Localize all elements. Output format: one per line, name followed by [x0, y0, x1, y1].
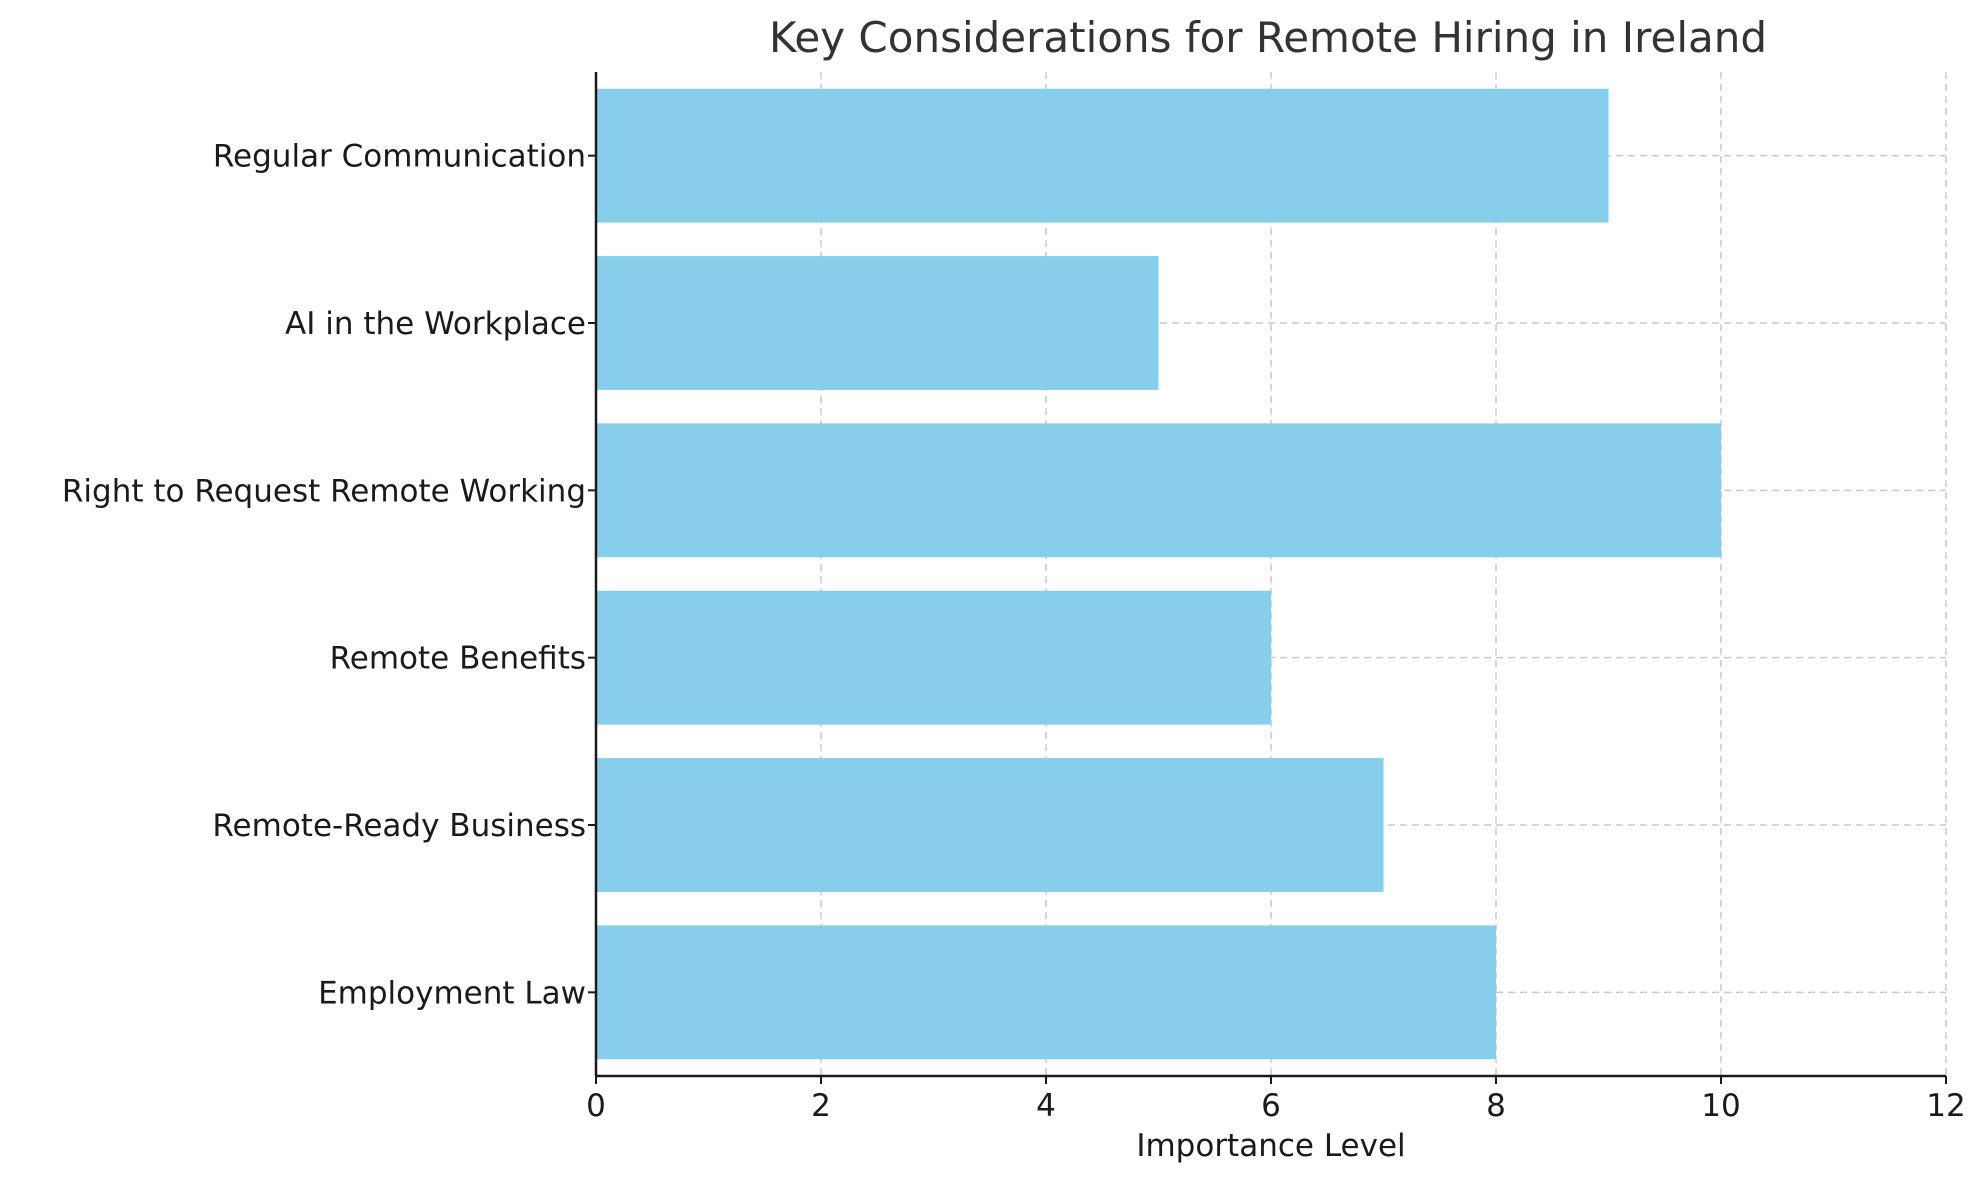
bar	[596, 423, 1721, 558]
bars	[596, 88, 1721, 1060]
x-tick-label: 0	[586, 1088, 606, 1124]
y-tick-label: AI in the Workplace	[285, 306, 586, 342]
x-axis-label: Importance Level	[1136, 1128, 1405, 1164]
x-tick-label: 10	[1701, 1088, 1740, 1124]
y-tick-label: Right to Request Remote Working	[62, 473, 586, 509]
chart-title: Key Considerations for Remote Hiring in …	[769, 13, 1767, 62]
x-tick-label: 12	[1926, 1088, 1965, 1124]
x-tick-label: 6	[1261, 1088, 1281, 1124]
y-axis-ticks: Employment Law Remote-Ready Business Remot…	[62, 139, 596, 1011]
x-axis-ticks: 0 2 4 6 8 10 12	[586, 1076, 1966, 1124]
bar	[596, 256, 1159, 390]
x-tick-label: 2	[811, 1088, 831, 1124]
y-tick-label: Regular Communication	[213, 139, 586, 175]
y-tick-label: Remote-Ready Business	[212, 808, 586, 844]
bar	[596, 925, 1496, 1060]
x-tick-label: 8	[1486, 1088, 1506, 1124]
x-tick-label: 4	[1036, 1088, 1056, 1124]
y-tick-label: Remote Benefits	[330, 641, 586, 677]
bar	[596, 590, 1271, 725]
bar	[596, 758, 1384, 892]
bar	[596, 88, 1609, 223]
y-tick-label: Employment Law	[318, 975, 586, 1011]
